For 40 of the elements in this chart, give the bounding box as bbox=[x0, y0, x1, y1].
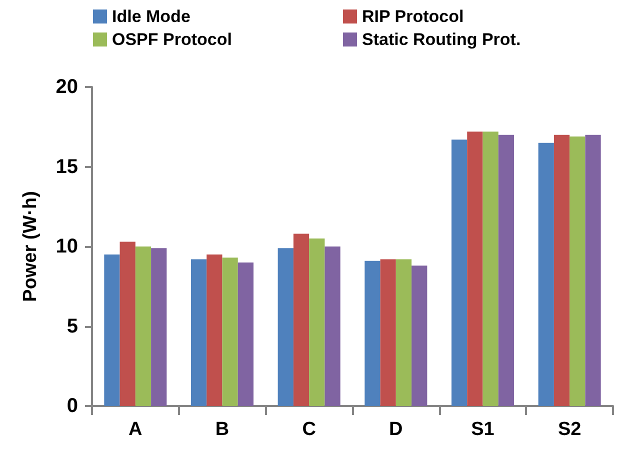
x-tick-label: D bbox=[389, 419, 403, 440]
x-tick-label: S1 bbox=[471, 419, 495, 440]
legend-label: Idle Mode bbox=[112, 7, 190, 26]
bar bbox=[412, 266, 428, 406]
y-tick-label: 5 bbox=[66, 315, 78, 338]
y-axis-title: Power (W·h) bbox=[20, 191, 41, 302]
y-tick-label: 10 bbox=[56, 236, 78, 258]
x-tick-label: C bbox=[302, 419, 316, 440]
y-tick-label: 15 bbox=[56, 156, 78, 178]
y-tick-label: 0 bbox=[66, 395, 78, 417]
bar bbox=[324, 246, 340, 406]
bar bbox=[364, 260, 380, 406]
x-tick-label: S2 bbox=[558, 419, 582, 440]
bar bbox=[120, 242, 136, 406]
bar bbox=[222, 258, 238, 406]
y-tick-label: 20 bbox=[56, 76, 78, 98]
bar bbox=[238, 262, 254, 406]
bar bbox=[538, 142, 554, 406]
bar bbox=[570, 136, 586, 406]
bar bbox=[380, 259, 396, 406]
bar bbox=[554, 134, 570, 406]
bar bbox=[104, 254, 120, 406]
bar bbox=[498, 134, 514, 406]
legend-label: Static Routing Prot. bbox=[362, 30, 521, 49]
bar bbox=[396, 259, 412, 406]
bar bbox=[206, 254, 222, 406]
bar bbox=[451, 140, 468, 406]
bar bbox=[293, 234, 310, 406]
bar bbox=[467, 132, 483, 406]
x-tick-label: A bbox=[128, 419, 143, 440]
bar bbox=[278, 248, 294, 406]
bar bbox=[585, 134, 601, 406]
bar bbox=[190, 259, 207, 406]
bar bbox=[135, 246, 152, 406]
x-tick-label: B bbox=[215, 419, 230, 440]
bar bbox=[309, 238, 325, 406]
bar bbox=[151, 248, 167, 406]
legend-label: OSPF Protocol bbox=[112, 30, 232, 49]
bar bbox=[482, 132, 498, 406]
legend-label: RIP Protocol bbox=[362, 7, 464, 26]
